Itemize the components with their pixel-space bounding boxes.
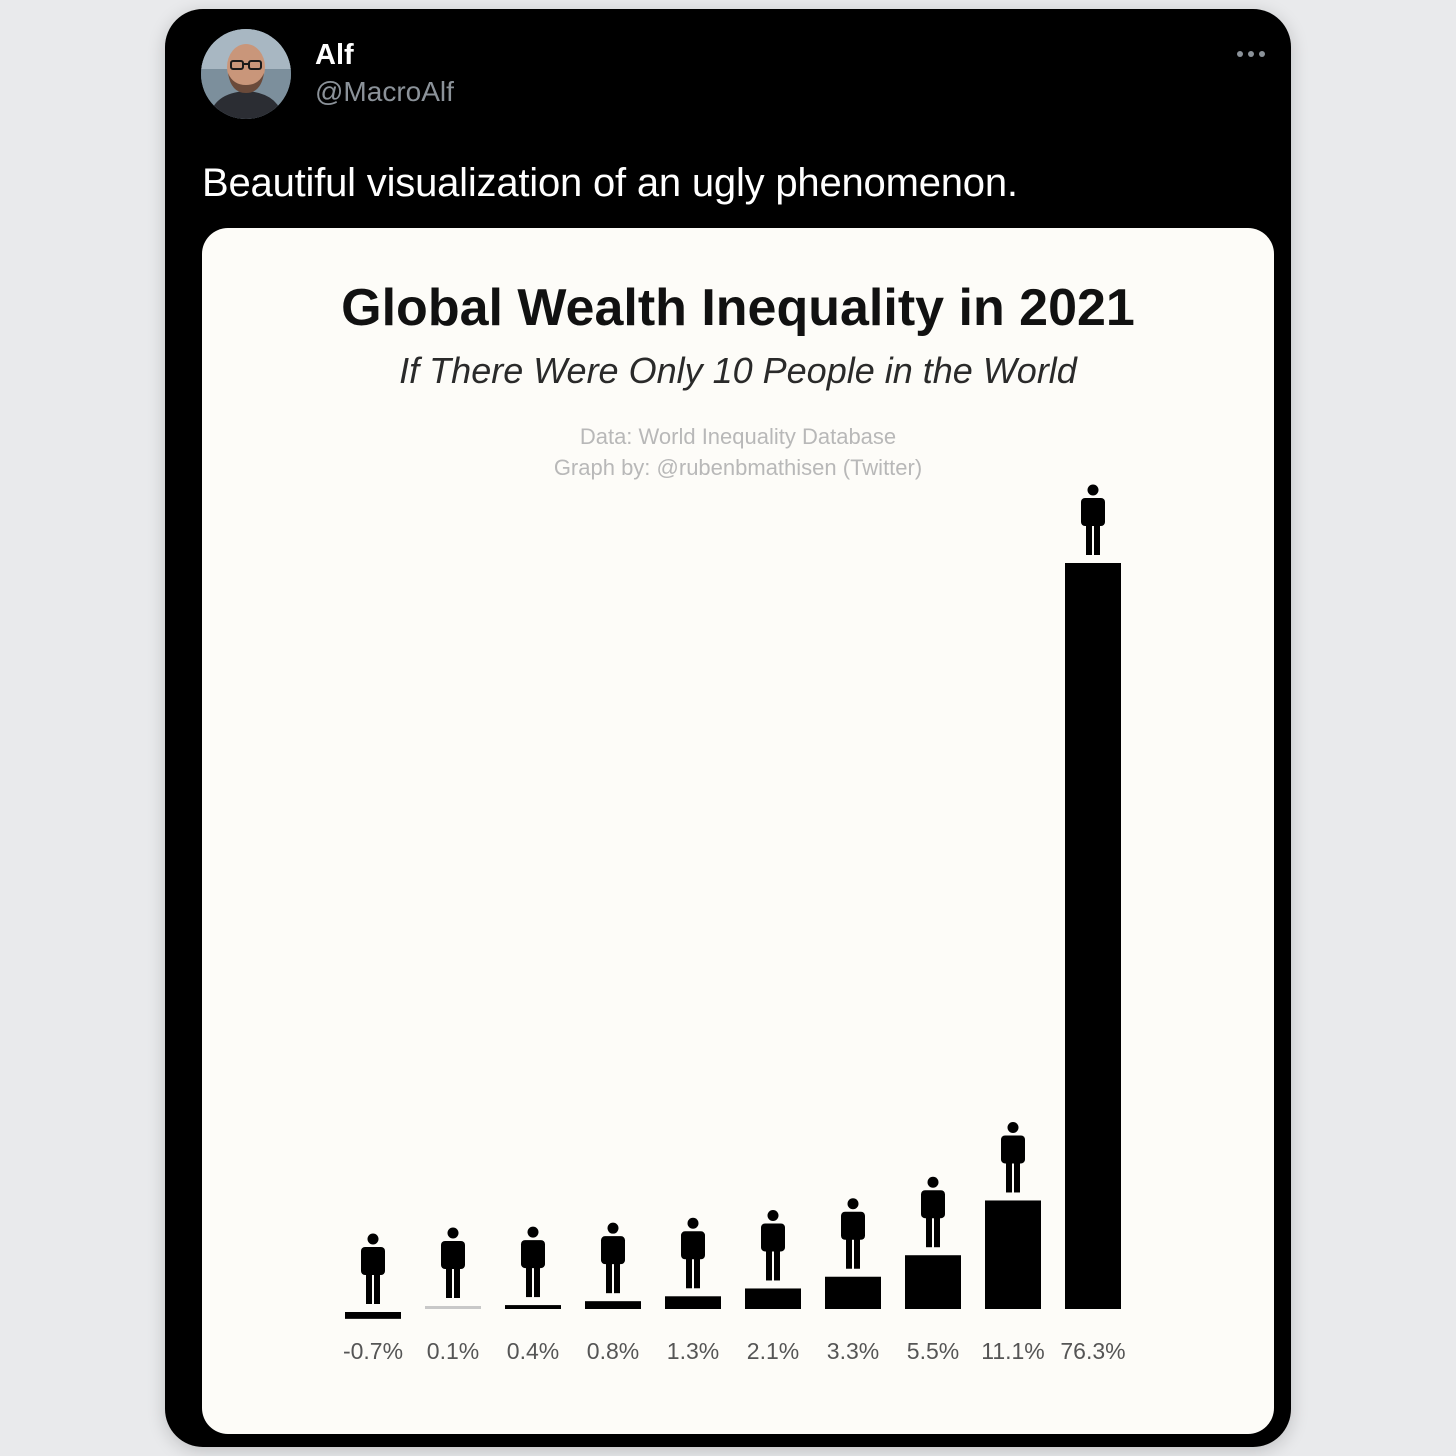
bar-10 <box>1065 563 1121 1309</box>
bar-4 <box>585 1301 641 1309</box>
person-icon <box>601 1222 625 1294</box>
bar-7 <box>825 1276 881 1309</box>
bar-value-label: 0.4% <box>507 1338 559 1364</box>
bar-6 <box>745 1288 801 1309</box>
bar-value-label: 1.3% <box>667 1338 719 1364</box>
bar-value-label: 11.1% <box>981 1338 1045 1364</box>
chart-subtitle: If There Were Only 10 People in the Worl… <box>399 350 1077 391</box>
chart-title: Global Wealth Inequality in 2021 <box>341 279 1135 337</box>
person-icon <box>921 1176 945 1248</box>
bar-5 <box>665 1296 721 1309</box>
person-icon <box>441 1227 465 1298</box>
bar-1 <box>345 1312 401 1319</box>
person-icon <box>361 1233 385 1304</box>
handle[interactable]: @MacroAlf <box>315 76 454 107</box>
bar-chart: -0.7% 0.1% 0.4% 0.8% 1.3% 2.1% 3.3% 5.5% 11.1% 76… <box>343 484 1126 1364</box>
bar-value-label: 5.5% <box>907 1338 959 1364</box>
bar-value-label: 0.8% <box>587 1338 639 1364</box>
bar-value-label: 0.1% <box>427 1338 479 1364</box>
bar-value-label: -0.7% <box>343 1338 403 1364</box>
display-name[interactable]: Alf <box>315 39 354 71</box>
bar-value-label: 3.3% <box>827 1338 879 1364</box>
chart-source-line: Data: World Inequality Database <box>579 424 897 449</box>
more-horizontal-icon[interactable] <box>1231 39 1271 69</box>
person-icon <box>521 1226 545 1298</box>
bar-3 <box>505 1305 561 1309</box>
bar-value-label: 2.1% <box>747 1338 799 1364</box>
chart-credit-line: Graph by: @rubenbmathisen (Twitter) <box>553 455 923 480</box>
bar-8 <box>905 1255 961 1309</box>
person-icon <box>761 1209 785 1281</box>
person-icon <box>681 1217 705 1289</box>
tweet-media-image[interactable]: Global Wealth Inequality in 2021 If Ther… <box>202 228 1274 1434</box>
bar-9 <box>985 1200 1041 1309</box>
person-icon <box>1081 484 1105 555</box>
tweet-card[interactable]: Alf @MacroAlf Beautiful visualization of… <box>165 9 1291 1447</box>
person-icon <box>1001 1121 1025 1193</box>
person-icon <box>841 1198 865 1269</box>
tweet-text: Beautiful visualization of an ugly pheno… <box>202 161 1018 205</box>
bar-value-label: 76.3% <box>1060 1338 1125 1364</box>
avatar[interactable] <box>201 29 291 119</box>
bar-2 <box>425 1306 481 1309</box>
